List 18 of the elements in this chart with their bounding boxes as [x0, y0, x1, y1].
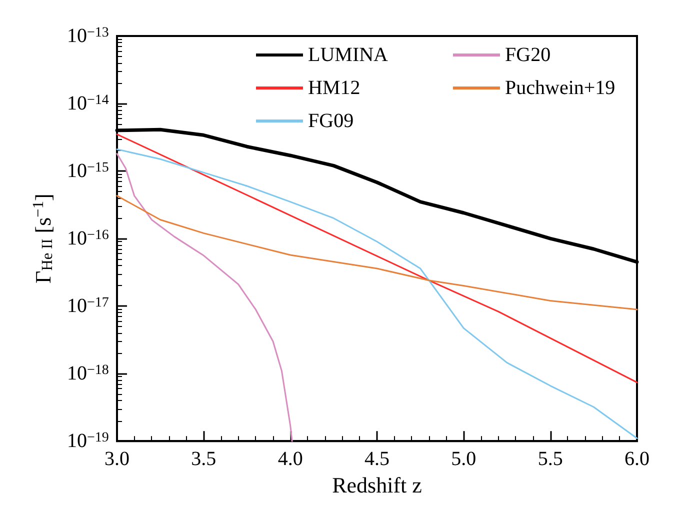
- legend-label: HM12: [308, 77, 360, 99]
- x-tick-label: 3.5: [191, 448, 216, 470]
- x-tick-label: 5.0: [451, 448, 476, 470]
- x-tick-label: 5.5: [538, 448, 563, 470]
- line-series: [116, 148, 638, 440]
- legend-label: FG09: [308, 110, 354, 132]
- y-axis-title: ΓHe II [s−1]: [30, 194, 56, 284]
- legend-label: LUMINA: [308, 44, 389, 66]
- x-axis-title: Redshift z: [332, 472, 422, 498]
- line-series: [116, 134, 638, 384]
- x-tick-label: 6.0: [624, 448, 650, 470]
- line-series: [116, 153, 293, 442]
- legend-label: Puchwein+19: [505, 77, 616, 99]
- x-tick-label: 3.0: [104, 448, 130, 470]
- line-series: [116, 195, 638, 310]
- x-tick-label: 4.0: [278, 448, 303, 470]
- legend-label: FG20: [505, 44, 551, 66]
- x-tick-label: 4.5: [364, 448, 390, 470]
